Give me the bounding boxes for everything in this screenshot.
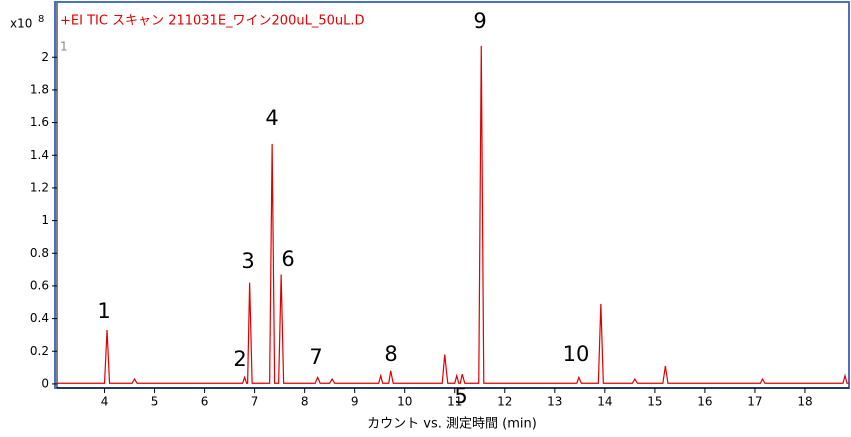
x-tick-label: 12 xyxy=(497,395,512,409)
peak-label: 9 xyxy=(473,9,486,33)
plot-frame xyxy=(54,1,850,389)
y-tick-label: 1.6 xyxy=(30,115,49,129)
peak-label: 3 xyxy=(241,249,254,273)
x-tick-label: 11 xyxy=(447,395,462,409)
x-tick-label: 6 xyxy=(201,395,209,409)
x-tick-label: 16 xyxy=(697,395,712,409)
x-tick-label: 17 xyxy=(747,395,762,409)
peak-label: 2 xyxy=(233,347,246,371)
y-tick-label: 0.2 xyxy=(30,344,49,358)
y-tick-label: 1 xyxy=(41,213,49,227)
panel-number: 1 xyxy=(60,40,68,54)
y-tick-label: 1.8 xyxy=(30,82,49,96)
x-tick-label: 7 xyxy=(251,395,259,409)
peak-label: 5 xyxy=(454,384,467,408)
peak-label: 8 xyxy=(384,342,397,366)
y-scale-label: x10 xyxy=(10,17,32,31)
y-tick-label: 2 xyxy=(41,50,49,64)
y-tick-label: 1.4 xyxy=(30,148,49,162)
x-tick-label: 18 xyxy=(797,395,812,409)
x-tick-label: 10 xyxy=(397,395,412,409)
x-tick-label: 14 xyxy=(597,395,612,409)
x-tick-label: 4 xyxy=(101,395,109,409)
x-tick-label: 9 xyxy=(351,395,359,409)
x-tick-label: 5 xyxy=(151,395,159,409)
peak-label: 1 xyxy=(97,299,110,323)
y-tick-label: 1.2 xyxy=(30,180,49,194)
y-tick-label: 0.6 xyxy=(30,278,49,292)
peak-label: 4 xyxy=(265,106,278,130)
y-scale-exponent: 8 xyxy=(38,14,44,25)
y-tick-label: 0 xyxy=(41,376,49,390)
peak-label: 6 xyxy=(281,247,294,271)
chart-title: +EI TIC スキャン 211031E_ワイン200uL_50uL.D xyxy=(60,14,365,29)
x-tick-label: 13 xyxy=(547,395,562,409)
y-tick-label: 0.8 xyxy=(30,246,49,260)
y-tick-label: 0.4 xyxy=(30,311,49,325)
chromatogram-trace xyxy=(57,45,849,384)
peak-label: 10 xyxy=(563,342,590,366)
peak-label: 7 xyxy=(309,345,322,369)
x-axis-label: カウント vs. 測定時間 (min) xyxy=(367,417,537,432)
x-tick-label: 15 xyxy=(647,395,662,409)
x-tick-label: 8 xyxy=(301,395,309,409)
